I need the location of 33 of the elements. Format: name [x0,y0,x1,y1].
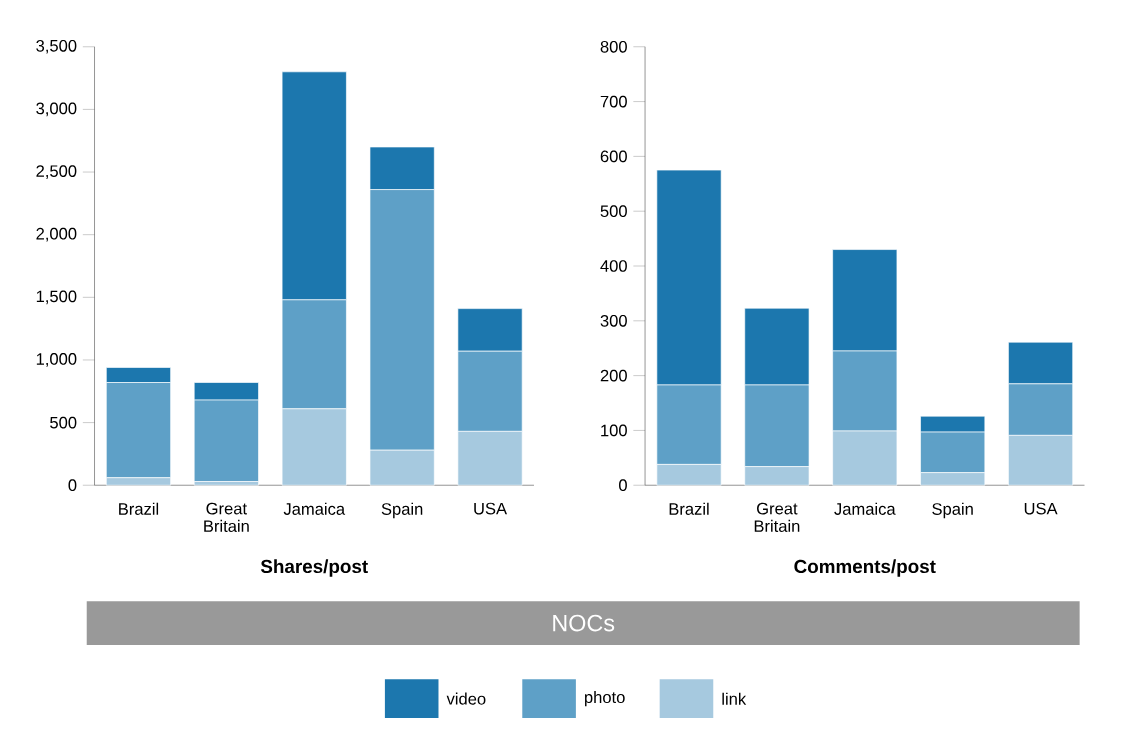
legend-label: link [722,692,747,705]
legend-label: video [446,692,486,705]
text: NOCs [553,615,615,632]
x-tick-label: Great Britain [204,502,249,533]
y-tick-label: 2,500 [36,165,77,180]
y-tick-label: 700 [600,95,627,108]
x-tick-label: Brazil [669,502,709,516]
x-axis-title: Comments/post [794,559,936,578]
y-tick-label: 3,000 [36,102,77,117]
y-tick-label: 200 [600,369,627,382]
y-tick-label: 100 [601,424,627,437]
x-tick-label: Brazil [119,502,159,516]
y-tick-label: 1,500 [36,290,77,305]
y-tick-label: 400 [600,260,627,273]
y-tick-label: 1,000 [36,353,77,368]
y-tick-label: 0 [68,479,77,492]
x-tick-label: Great Britain [754,502,800,533]
legend-label: photo [584,691,625,707]
y-tick-label: 300 [600,315,627,327]
x-tick-label: USA [474,502,508,515]
y-tick-label: 800 [600,41,627,53]
y-tick-label: 500 [600,205,627,218]
y-tick-label: 600 [600,150,627,163]
y-tick-label: 0 [619,479,627,492]
x-tick-label: Jamaica [834,502,896,516]
y-tick-label: 500 [50,416,77,429]
y-tick-label: 3,500 [36,40,77,54]
x-tick-label: Spain [381,502,423,519]
y-tick-label: 2,000 [36,228,77,242]
x-tick-label: USA [1024,502,1058,515]
x-tick-label: Spain [932,502,973,519]
x-axis-title: Shares/post [260,559,368,578]
x-tick-label: Jamaica [283,502,346,516]
